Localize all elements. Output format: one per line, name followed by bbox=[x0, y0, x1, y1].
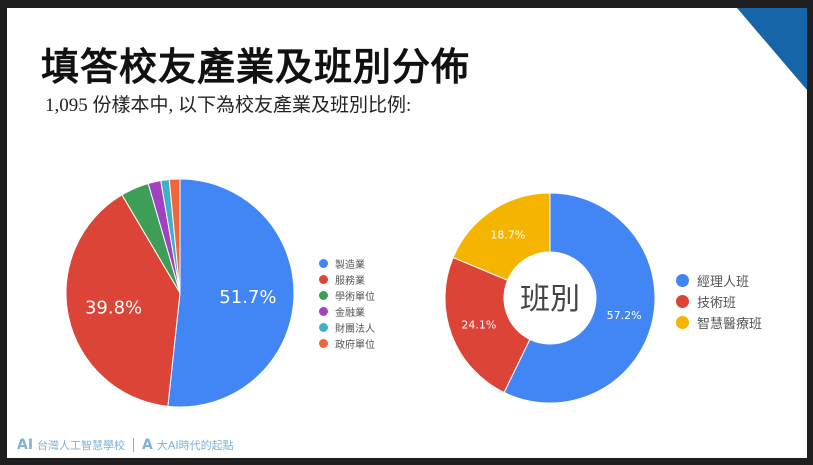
legend-swatch bbox=[319, 338, 328, 348]
legend-item: 金融業 bbox=[319, 303, 375, 319]
data-label-1-1: 24.1% bbox=[461, 319, 496, 332]
legend-label: 製造業 bbox=[335, 259, 365, 271]
legend-label: 服務業 bbox=[335, 275, 365, 287]
legend-label: 技術班 bbox=[697, 296, 737, 311]
divider bbox=[133, 438, 135, 452]
slice-1-2 bbox=[452, 192, 551, 281]
slice-0-1 bbox=[65, 194, 181, 407]
data-label-0-0: 51.7% bbox=[219, 287, 276, 308]
legend-swatch bbox=[319, 322, 328, 332]
legend-item: 技術班 bbox=[676, 291, 762, 312]
slice-0-5 bbox=[168, 178, 181, 294]
legend-label: 政府單位 bbox=[335, 339, 375, 351]
data-label-1-2: 18.7% bbox=[490, 229, 525, 242]
slice-0-0 bbox=[167, 178, 295, 408]
legend-swatch bbox=[319, 306, 328, 316]
legend-swatch bbox=[676, 316, 689, 329]
legend-label: 學術單位 bbox=[335, 291, 375, 303]
legend-swatch bbox=[319, 274, 328, 284]
legend-label: 金融業 bbox=[335, 307, 365, 319]
industry-legend: 製造業服務業學術單位金融業財團法人政府單位 bbox=[319, 255, 375, 351]
slide: 填答校友產業及班別分佈 1,095 份樣本中, 以下為校友產業及班別比例: 51… bbox=[7, 8, 807, 458]
legend-item: 政府單位 bbox=[319, 335, 375, 351]
ai-logo: AI bbox=[17, 437, 34, 453]
class-legend: 經理人班技術班智慧醫療班 bbox=[676, 270, 762, 333]
a-logo: A bbox=[142, 437, 153, 453]
slice-1-0 bbox=[503, 192, 656, 404]
legend-swatch bbox=[676, 274, 689, 287]
school-name: 台灣人工智慧學校 bbox=[37, 439, 126, 452]
legend-label: 經理人班 bbox=[697, 275, 750, 290]
legend-item: 服務業 bbox=[319, 271, 375, 287]
slice-1-1 bbox=[444, 256, 531, 394]
page-title: 填答校友產業及班別分佈 bbox=[41, 44, 471, 89]
corner-decoration bbox=[737, 8, 807, 90]
legend-swatch bbox=[319, 290, 328, 300]
legend-swatch bbox=[676, 295, 689, 308]
legend-swatch bbox=[319, 258, 328, 268]
footer-logo: AI 台灣人工智慧學校 A 大AI時代的起點 bbox=[17, 437, 234, 453]
legend-item: 財團法人 bbox=[319, 319, 375, 335]
legend-label: 財團法人 bbox=[335, 323, 375, 335]
data-label-0-1: 39.8% bbox=[85, 298, 142, 319]
legend-item: 製造業 bbox=[319, 255, 375, 271]
legend-label: 智慧醫療班 bbox=[697, 317, 763, 332]
charts-canvas: 51.7% 39.8% 57.2% 24.1% 18.7% 班別 bbox=[65, 178, 656, 408]
legend-item: 學術單位 bbox=[319, 287, 375, 303]
legend-item: 經理人班 bbox=[676, 270, 762, 291]
subtitle: 1,095 份樣本中, 以下為校友產業及班別比例: bbox=[45, 95, 412, 116]
legend-item: 智慧醫療班 bbox=[676, 312, 762, 333]
slogan: 大AI時代的起點 bbox=[156, 439, 234, 452]
data-label-1-0: 57.2% bbox=[607, 309, 642, 322]
donut-center-label: 班別 bbox=[520, 282, 580, 317]
